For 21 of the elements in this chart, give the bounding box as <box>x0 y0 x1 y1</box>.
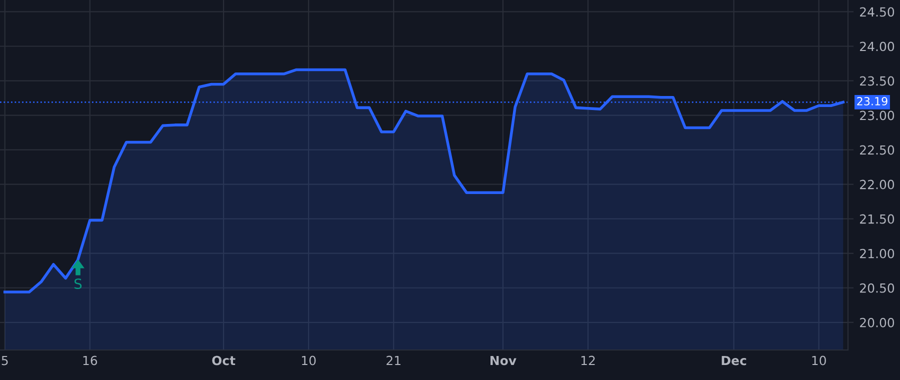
x-tick-label: Dec <box>722 356 746 366</box>
y-tick-label: 20.00 <box>860 318 894 328</box>
y-tick-label: 22.00 <box>860 180 894 190</box>
y-tick-label: 22.50 <box>860 145 894 155</box>
x-tick-label: 10 <box>302 356 316 366</box>
y-tick-label: 24.00 <box>860 42 894 52</box>
x-tick-label: 5 <box>2 356 8 366</box>
annotation: S <box>74 278 82 290</box>
y-tick-label: 24.50 <box>860 7 894 17</box>
x-tick-label: Nov <box>490 356 516 366</box>
x-tick-label: 12 <box>581 356 595 366</box>
y-tick-label: 23.00 <box>860 110 894 120</box>
y-tick-label: 21.00 <box>860 248 894 258</box>
x-tick-label: 21 <box>386 356 400 366</box>
y-tick-label: 20.50 <box>860 283 894 293</box>
y-tick-label: 21.50 <box>860 214 894 224</box>
x-tick-label: Oct <box>212 356 236 366</box>
x-tick-label: 10 <box>812 356 826 366</box>
ref-line-label: 23.19 <box>857 96 888 106</box>
y-tick-label: 23.50 <box>860 76 894 86</box>
x-tick-label: 16 <box>83 356 98 366</box>
